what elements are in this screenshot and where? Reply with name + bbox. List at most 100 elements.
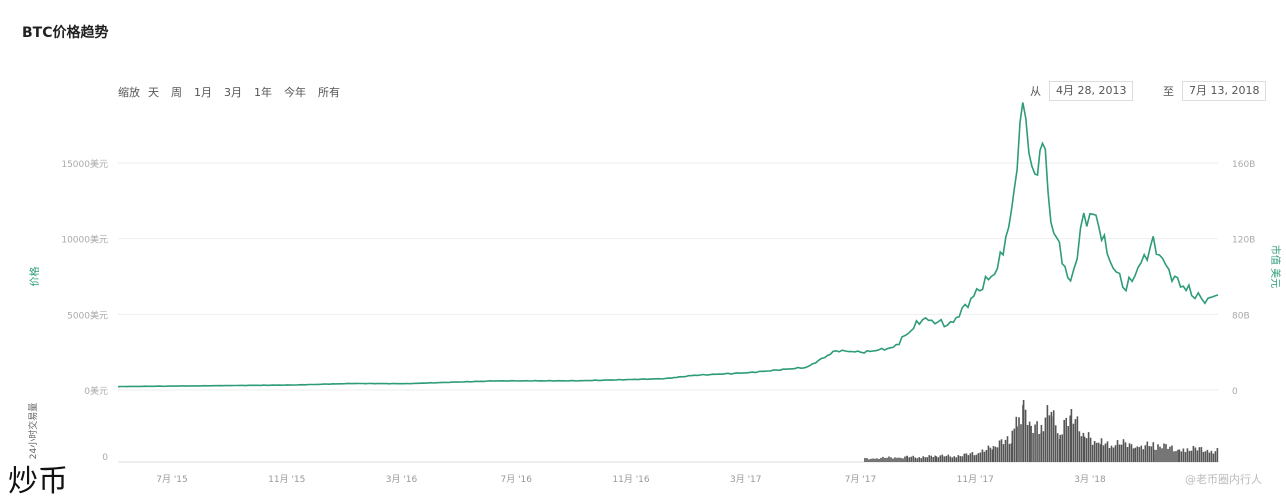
volume-bar bbox=[1018, 417, 1020, 462]
volume-bar bbox=[939, 455, 942, 462]
volume-bar bbox=[1065, 417, 1067, 462]
volume-bar bbox=[963, 453, 966, 462]
volume-bar bbox=[1177, 449, 1179, 462]
volume-axis-title: 24小时交易量 bbox=[27, 403, 39, 459]
volume-bar bbox=[1002, 444, 1005, 462]
volume-bar bbox=[892, 458, 894, 462]
zoom-button-1m[interactable]: 1月 bbox=[194, 86, 212, 99]
zoom-button-3m[interactable]: 3月 bbox=[224, 86, 242, 99]
volume-tick-label: 0 bbox=[102, 453, 108, 463]
volume-bar bbox=[1136, 446, 1139, 462]
volume-bar bbox=[949, 456, 952, 462]
volume-bar bbox=[1202, 451, 1205, 462]
volume-bar bbox=[908, 457, 910, 462]
y-right-tick-label: 0 bbox=[1232, 387, 1238, 397]
y-left-tick-label: 10000美元 bbox=[61, 234, 108, 246]
volume-bar bbox=[994, 446, 997, 462]
volume-bar bbox=[1155, 449, 1157, 462]
volume-bar bbox=[900, 457, 902, 462]
volume-bar bbox=[1016, 426, 1018, 462]
volume-bar bbox=[961, 456, 964, 462]
credit-text: @老币圈内行人 bbox=[1185, 473, 1262, 486]
y-right-axis-title: 市值 美元 bbox=[1269, 245, 1282, 288]
volume-bar bbox=[977, 453, 980, 462]
volume-bar bbox=[1206, 449, 1209, 462]
zoom-button-1y[interactable]: 1年 bbox=[254, 86, 272, 99]
volume-bar bbox=[1040, 424, 1043, 462]
volume-bar bbox=[941, 454, 944, 462]
volume-bar bbox=[1165, 444, 1167, 462]
zoom-button-ytd[interactable]: 今年 bbox=[284, 86, 306, 99]
volume-bar bbox=[884, 457, 886, 462]
volume-bar bbox=[920, 458, 922, 462]
volume-bar bbox=[874, 458, 876, 462]
volume-bar bbox=[996, 447, 999, 462]
volume-bar bbox=[1116, 440, 1119, 462]
volume-bar bbox=[1167, 448, 1169, 462]
volume-bar bbox=[991, 449, 994, 462]
volume-bar bbox=[1034, 424, 1036, 462]
volume-bar bbox=[1200, 447, 1203, 462]
volume-bar bbox=[1204, 451, 1207, 462]
volume-bar bbox=[1110, 445, 1113, 462]
volume-bar bbox=[1130, 444, 1133, 462]
volume-bar bbox=[943, 456, 946, 462]
volume-bar bbox=[1182, 448, 1185, 462]
volume-bar bbox=[987, 445, 990, 462]
volume-bar bbox=[1100, 438, 1103, 462]
watermark-text: 炒币 bbox=[8, 464, 68, 499]
range-to-input[interactable]: 7月 13, 2018 bbox=[1182, 81, 1267, 101]
volume-bar bbox=[1196, 450, 1199, 462]
volume-bar bbox=[924, 457, 926, 462]
volume-bar bbox=[1054, 425, 1057, 462]
volume-bar bbox=[1038, 434, 1040, 462]
zoom-button-day[interactable]: 天 bbox=[148, 86, 159, 99]
volume-bar bbox=[1198, 447, 1201, 462]
zoom-button-all[interactable]: 所有 bbox=[318, 86, 340, 99]
volume-bar bbox=[1040, 433, 1042, 462]
volume-bar bbox=[1046, 405, 1049, 462]
range-from-input[interactable]: 4月 28, 2013 bbox=[1049, 81, 1134, 101]
volume-bar bbox=[906, 455, 908, 462]
volume-bar bbox=[1020, 424, 1022, 462]
volume-bar bbox=[1058, 439, 1061, 462]
volume-bar bbox=[1112, 447, 1115, 462]
zoom-button-week[interactable]: 周 bbox=[171, 86, 182, 99]
volume-bar bbox=[1180, 451, 1183, 462]
volume-bar bbox=[870, 458, 872, 462]
volume-bar bbox=[963, 453, 966, 462]
volume-bar bbox=[1194, 447, 1197, 462]
volume-bar bbox=[1210, 450, 1213, 462]
volume-bar bbox=[1118, 444, 1121, 462]
volume-bar bbox=[1097, 442, 1100, 462]
volume-bar bbox=[1106, 441, 1109, 462]
volume-bar bbox=[1122, 439, 1125, 462]
volume-bar bbox=[1082, 432, 1085, 462]
volume-bar bbox=[882, 456, 884, 462]
y-right-tick-label: 120B bbox=[1232, 236, 1255, 246]
price-series-line bbox=[117, 102, 1219, 388]
y-left-tick-label: 15000美元 bbox=[61, 158, 108, 170]
volume-bar bbox=[1067, 426, 1069, 462]
volume-bar bbox=[1175, 451, 1177, 462]
volume-bar bbox=[1150, 446, 1153, 462]
volume-bar bbox=[1108, 448, 1111, 462]
volume-bar bbox=[951, 457, 954, 462]
volume-bar bbox=[888, 456, 890, 462]
volume-bar bbox=[1008, 443, 1011, 462]
volume-bar bbox=[890, 457, 892, 462]
volume-bar bbox=[876, 458, 878, 462]
volume-bar bbox=[1006, 436, 1009, 462]
volume-bar bbox=[989, 447, 992, 462]
volume-bar bbox=[1010, 443, 1013, 462]
volume-bar bbox=[868, 459, 870, 462]
volume-bar bbox=[1188, 450, 1191, 462]
volume-bar bbox=[1214, 451, 1217, 462]
volume-bar bbox=[912, 455, 914, 462]
volume-bar bbox=[1142, 449, 1145, 462]
volume-bar bbox=[969, 453, 972, 462]
volume-bar bbox=[998, 440, 1001, 462]
volume-bar bbox=[1080, 436, 1083, 462]
volume-bar bbox=[1138, 447, 1141, 462]
volume-bar bbox=[967, 455, 970, 462]
